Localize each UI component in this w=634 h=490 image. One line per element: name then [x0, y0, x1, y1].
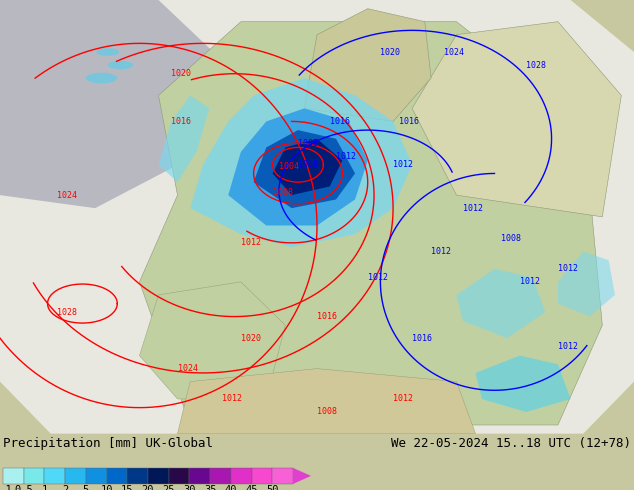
Text: 1024: 1024	[57, 191, 77, 199]
Text: 1020: 1020	[380, 48, 401, 56]
Text: 1020: 1020	[241, 334, 261, 343]
Bar	[65, 468, 86, 484]
Text: 20: 20	[142, 485, 154, 490]
Polygon shape	[273, 139, 342, 195]
Polygon shape	[178, 368, 476, 434]
Text: We 22-05-2024 15..18 UTC (12+78): We 22-05-2024 15..18 UTC (12+78)	[391, 437, 631, 450]
Polygon shape	[108, 61, 133, 70]
Bar	[3, 468, 23, 484]
Text: 1012: 1012	[393, 160, 413, 169]
Text: 1012: 1012	[463, 204, 483, 213]
Text: 1016: 1016	[330, 117, 350, 126]
Text: 1012: 1012	[368, 273, 388, 282]
Text: 1004: 1004	[279, 163, 299, 172]
Text: 1012: 1012	[393, 394, 413, 403]
Bar	[127, 468, 148, 484]
Text: 45: 45	[245, 485, 258, 490]
Text: 1012: 1012	[222, 394, 242, 403]
Text: 35: 35	[204, 485, 216, 490]
Polygon shape	[304, 9, 431, 122]
Polygon shape	[0, 0, 634, 434]
Text: 1024: 1024	[178, 364, 198, 373]
Polygon shape	[558, 251, 615, 317]
Text: 1008: 1008	[298, 139, 318, 147]
Polygon shape	[0, 0, 241, 208]
Polygon shape	[190, 78, 412, 247]
Bar	[169, 468, 190, 484]
Polygon shape	[228, 108, 368, 225]
Polygon shape	[139, 282, 285, 399]
Text: 25: 25	[162, 485, 175, 490]
Polygon shape	[86, 73, 117, 83]
Bar	[272, 468, 293, 484]
Text: 1020: 1020	[171, 69, 191, 78]
Polygon shape	[412, 22, 621, 217]
Bar	[23, 468, 44, 484]
Text: 1008: 1008	[501, 234, 521, 243]
Bar	[210, 468, 231, 484]
Text: 1012: 1012	[431, 247, 451, 256]
Text: 1016: 1016	[399, 117, 420, 126]
Polygon shape	[96, 48, 119, 56]
Bar	[252, 468, 272, 484]
Text: 1024: 1024	[444, 48, 464, 56]
Bar	[44, 468, 65, 484]
Text: 10: 10	[100, 485, 113, 490]
Text: 1016: 1016	[171, 117, 191, 126]
Text: 1: 1	[41, 485, 48, 490]
Text: 0.5: 0.5	[15, 485, 33, 490]
Text: 1008: 1008	[317, 408, 337, 416]
Text: 1028: 1028	[526, 61, 547, 70]
Text: 1012: 1012	[336, 151, 356, 161]
Polygon shape	[0, 0, 330, 325]
Polygon shape	[139, 22, 602, 425]
Text: 1028: 1028	[57, 308, 77, 317]
Text: 5: 5	[82, 485, 89, 490]
Polygon shape	[254, 130, 355, 208]
Text: 0.1: 0.1	[0, 485, 13, 490]
Polygon shape	[476, 356, 571, 412]
Text: 1012: 1012	[558, 343, 578, 351]
Text: 40: 40	[224, 485, 237, 490]
Bar	[231, 468, 252, 484]
Polygon shape	[456, 269, 545, 338]
Text: 2: 2	[62, 485, 68, 490]
Text: 1016: 1016	[317, 312, 337, 321]
Text: 1012: 1012	[558, 265, 578, 273]
Text: Precipitation [mm] UK-Global: Precipitation [mm] UK-Global	[3, 437, 213, 450]
Text: 30: 30	[183, 485, 196, 490]
Bar	[190, 468, 210, 484]
Bar	[86, 468, 107, 484]
Polygon shape	[158, 96, 209, 182]
Polygon shape	[293, 468, 311, 484]
Text: 15: 15	[121, 485, 134, 490]
Text: 1008: 1008	[273, 189, 293, 197]
Text: 50: 50	[266, 485, 278, 490]
Bar	[148, 468, 169, 484]
Bar	[107, 468, 127, 484]
Text: 1008: 1008	[298, 160, 318, 169]
Text: 1016: 1016	[412, 334, 432, 343]
Text: 1012: 1012	[520, 277, 540, 286]
Polygon shape	[0, 0, 634, 434]
Text: 1012: 1012	[241, 238, 261, 247]
